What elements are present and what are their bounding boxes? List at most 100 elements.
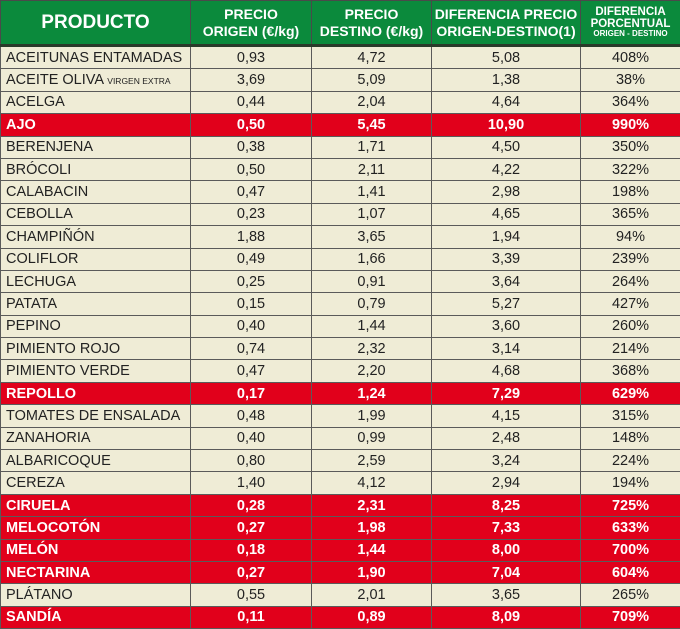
- table-row: NECTARINA 0,27 1,90 7,04 604%: [0, 560, 680, 585]
- product-name: BERENJENA: [6, 139, 94, 156]
- cell-origin-price: 0,47: [190, 359, 312, 383]
- cell-origin-price: 0,50: [190, 113, 312, 137]
- cell-price-difference: 5,27: [431, 292, 581, 316]
- product-name: TOMATES DE ENSALADA: [6, 407, 181, 424]
- cell-destination-price: 1,98: [311, 516, 432, 540]
- cell-destination-price: 2,31: [311, 493, 432, 518]
- product-name: PEPINO: [6, 318, 61, 335]
- cell-percent-difference: 604%: [580, 560, 680, 585]
- cell-destination-price: 2,32: [311, 337, 432, 361]
- table-row: LECHUGA 0,25 0,91 3,64 264%: [0, 269, 680, 294]
- cell-destination-price: 1,07: [311, 202, 432, 227]
- table-header: PRODUCTO PRECIO ORIGEN (€/kg) PRECIO DESTI…: [0, 0, 680, 47]
- table-row: ACEITE OLIVA VIRGEN EXTRA 3,69 5,09 1,38 38%: [0, 68, 680, 92]
- cell-price-difference: 3,39: [431, 247, 581, 271]
- cell-price-difference: 4,64: [431, 90, 581, 115]
- table-row: SANDÍA 0,11 0,89 8,09 709%: [0, 605, 680, 629]
- cell-destination-price: 1,66: [311, 247, 432, 271]
- cell-percent-difference: 725%: [580, 493, 680, 518]
- cell-product: CEREZA: [0, 471, 191, 495]
- cell-percent-difference: 148%: [580, 426, 680, 451]
- cell-price-difference: 4,65: [431, 202, 581, 227]
- cell-percent-difference: 260%: [580, 314, 680, 339]
- cell-destination-price: 1,44: [311, 538, 432, 562]
- product-name: CALABACIN: [6, 184, 89, 201]
- cell-destination-price: 1,41: [311, 180, 432, 204]
- cell-price-difference: 3,14: [431, 337, 581, 361]
- cell-destination-price: 2,01: [311, 583, 432, 607]
- cell-percent-difference: 633%: [580, 516, 680, 540]
- cell-price-difference: 2,98: [431, 180, 581, 204]
- table-row: REPOLLO 0,17 1,24 7,29 629%: [0, 381, 680, 406]
- table-row: ZANAHORIA 0,40 0,99 2,48 148%: [0, 426, 680, 451]
- cell-percent-difference: 990%: [580, 113, 680, 137]
- cell-destination-price: 0,79: [311, 292, 432, 316]
- cell-product: REPOLLO: [0, 381, 191, 406]
- table-row: PIMIENTO VERDE 0,47 2,20 4,68 368%: [0, 359, 680, 383]
- header-text: DESTINO (€/kg): [319, 22, 424, 39]
- cell-price-difference: 3,64: [431, 269, 581, 294]
- cell-price-difference: 4,68: [431, 359, 581, 383]
- cell-product: ACELGA: [0, 90, 191, 115]
- cell-percent-difference: 264%: [580, 269, 680, 294]
- product-name: ACEITUNAS ENTAMADAS: [6, 49, 183, 66]
- cell-percent-difference: 94%: [580, 225, 680, 249]
- cell-percent-difference: 700%: [580, 538, 680, 562]
- cell-destination-price: 1,24: [311, 381, 432, 406]
- cell-percent-difference: 364%: [580, 90, 680, 115]
- cell-percent-difference: 38%: [580, 68, 680, 92]
- product-name: PIMIENTO ROJO: [6, 340, 121, 357]
- table-body: ACEITUNAS ENTAMADAS 0,93 4,72 5,08 408% ACEIT…: [0, 44, 680, 629]
- cell-product: AJO: [0, 113, 191, 137]
- cell-product: PIMIENTO ROJO: [0, 337, 191, 361]
- cell-product: LECHUGA: [0, 269, 191, 294]
- cell-origin-price: 0,47: [190, 180, 312, 204]
- cell-price-difference: 2,48: [431, 426, 581, 451]
- cell-percent-difference: 350%: [580, 135, 680, 159]
- cell-product: PATATA: [0, 292, 191, 316]
- table-row: CIRUELA 0,28 2,31 8,25 725%: [0, 493, 680, 518]
- product-name: AJO: [6, 116, 36, 133]
- cell-percent-difference: 265%: [580, 583, 680, 607]
- table-row: COLIFLOR 0,49 1,66 3,39 239%: [0, 247, 680, 271]
- cell-origin-price: 0,27: [190, 560, 312, 585]
- cell-origin-price: 0,25: [190, 269, 312, 294]
- table-row: MELÓN 0,18 1,44 8,00 700%: [0, 538, 680, 562]
- cell-origin-price: 0,55: [190, 583, 312, 607]
- header-percent-difference: DIFERENCIA PORCENTUAL ORIGEN - DESTINO: [580, 0, 680, 47]
- cell-destination-price: 2,04: [311, 90, 432, 115]
- cell-price-difference: 4,50: [431, 135, 581, 159]
- cell-origin-price: 0,15: [190, 292, 312, 316]
- cell-product: ALBARICOQUE: [0, 449, 191, 473]
- cell-product: CALABACIN: [0, 180, 191, 204]
- cell-origin-price: 0,28: [190, 493, 312, 518]
- cell-percent-difference: 315%: [580, 404, 680, 428]
- cell-product: PEPINO: [0, 314, 191, 339]
- cell-origin-price: 0,27: [190, 516, 312, 540]
- cell-destination-price: 0,89: [311, 605, 432, 629]
- header-origin-price: PRECIO ORIGEN (€/kg): [190, 0, 312, 47]
- cell-destination-price: 2,11: [311, 157, 432, 182]
- cell-price-difference: 3,24: [431, 449, 581, 473]
- cell-destination-price: 3,65: [311, 225, 432, 249]
- product-name: CIRUELA: [6, 497, 71, 514]
- cell-percent-difference: 194%: [580, 471, 680, 495]
- table-row: AJO 0,50 5,45 10,90 990%: [0, 113, 680, 137]
- cell-price-difference: 3,60: [431, 314, 581, 339]
- product-name: CHAMPIÑÓN: [6, 228, 95, 245]
- cell-price-difference: 7,04: [431, 560, 581, 585]
- product-name: ALBARICOQUE: [6, 452, 111, 469]
- cell-origin-price: 0,74: [190, 337, 312, 361]
- product-name: CEREZA: [6, 475, 65, 492]
- cell-product: ZANAHORIA: [0, 426, 191, 451]
- cell-percent-difference: 408%: [580, 44, 680, 70]
- cell-origin-price: 0,40: [190, 426, 312, 451]
- header-text: ORIGEN - DESTINO: [593, 29, 668, 39]
- cell-price-difference: 8,00: [431, 538, 581, 562]
- header-text: DIFERENCIA PRECIO: [434, 6, 578, 23]
- cell-product: BRÓCOLI: [0, 157, 191, 182]
- cell-product: CEBOLLA: [0, 202, 191, 227]
- table-row: PATATA 0,15 0,79 5,27 427%: [0, 292, 680, 316]
- cell-percent-difference: 322%: [580, 157, 680, 182]
- table-row: CEREZA 1,40 4,12 2,94 194%: [0, 471, 680, 495]
